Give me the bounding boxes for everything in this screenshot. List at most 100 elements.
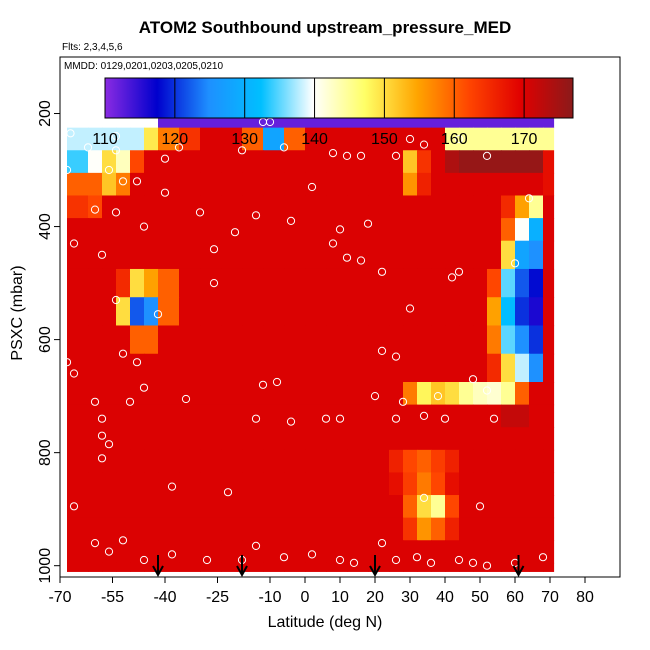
heatmap-cell <box>221 404 243 428</box>
sample-point <box>391 555 401 565</box>
heatmap-cell <box>305 427 327 451</box>
heatmap-cell <box>529 449 544 474</box>
heatmap-cell <box>487 449 502 474</box>
heatmap-cell <box>501 150 516 174</box>
colorbar-tick-label: 150 <box>371 131 398 148</box>
heatmap-cell <box>158 562 180 572</box>
heatmap-cell <box>144 517 159 541</box>
heatmap-cell <box>144 172 159 197</box>
heatmap-cell <box>116 325 131 355</box>
heatmap-cell <box>116 218 131 242</box>
heatmap-cell <box>487 495 502 519</box>
heatmap-cell <box>221 472 243 496</box>
heatmap-cell <box>417 195 432 219</box>
heatmap-cell <box>487 562 502 572</box>
heatmap-cell <box>221 268 243 298</box>
heatmap-cell <box>102 404 117 428</box>
heatmap-cell <box>403 517 418 541</box>
sample-point <box>111 295 121 305</box>
sample-point <box>335 225 345 234</box>
heatmap-cell <box>487 240 502 270</box>
heatmap-cell <box>305 172 327 197</box>
heatmap-cell <box>67 427 89 451</box>
heatmap-cell <box>116 449 131 474</box>
heatmap-cell <box>368 495 390 519</box>
heatmap-cell <box>368 268 390 298</box>
heatmap-cell <box>529 218 544 242</box>
heatmap-cell <box>116 427 131 451</box>
heatmap-cell <box>501 427 516 451</box>
heatmap-cell <box>326 127 348 151</box>
heatmap-cell <box>130 195 145 219</box>
heatmap-cell <box>179 297 201 327</box>
heatmap-cell <box>543 427 555 451</box>
x-tick-label: -10 <box>258 589 281 606</box>
sample-point <box>62 165 72 175</box>
heatmap-cell <box>326 195 348 219</box>
heatmap-cell <box>459 495 474 519</box>
heatmap-cell <box>417 218 432 242</box>
heatmap-cell <box>116 382 131 406</box>
heatmap-cell <box>116 404 131 428</box>
heatmap-cell <box>473 297 488 327</box>
sample-point <box>118 177 128 186</box>
heatmap-cell <box>116 268 131 298</box>
heatmap-cell <box>242 268 264 298</box>
heatmap-cell <box>284 150 306 174</box>
heatmap-cell <box>305 195 327 219</box>
heatmap-cell <box>130 150 145 174</box>
sample-point <box>209 279 219 288</box>
heatmap-cell <box>417 240 432 270</box>
x-tick-label: 40 <box>436 589 454 606</box>
heatmap-cell <box>116 517 131 541</box>
heatmap-cell <box>326 562 348 572</box>
heatmap-cell <box>102 325 117 355</box>
heatmap-cell <box>158 449 180 474</box>
heatmap-cell <box>88 540 103 564</box>
heatmap-cell <box>200 427 222 451</box>
heatmap-cell <box>284 268 306 298</box>
heatmap-cell <box>389 427 404 451</box>
sample-point <box>104 440 114 449</box>
heatmap-cell <box>445 325 460 355</box>
sample-point <box>307 550 317 559</box>
heatmap-cell <box>543 449 555 474</box>
heatmap-cell <box>284 325 306 355</box>
heatmap-cell <box>200 325 222 355</box>
sample-point <box>419 140 429 149</box>
heatmap-cell <box>116 150 131 174</box>
heatmap-cell <box>515 517 530 541</box>
sample-point <box>118 349 128 358</box>
heatmap-cell <box>431 218 446 242</box>
heatmap-cell <box>242 495 264 519</box>
heatmap-cell <box>221 517 243 541</box>
heatmap-cell <box>403 540 418 564</box>
heatmap-cell <box>417 517 432 541</box>
heatmap-cell <box>144 325 159 355</box>
heatmap-cell <box>473 127 488 151</box>
heatmap-cell <box>158 382 180 406</box>
heatmap-cell <box>130 404 145 428</box>
heatmap-cell <box>417 472 432 496</box>
heatmap-cell <box>305 240 327 270</box>
heatmap-cell <box>326 449 348 474</box>
heatmap-cell <box>445 172 460 197</box>
heatmap-cell <box>473 150 488 174</box>
heatmap-cell <box>347 150 369 174</box>
heatmap-cell <box>326 382 348 406</box>
heatmap-cell <box>543 325 555 355</box>
sample-point <box>335 414 345 423</box>
heatmap-cell <box>459 517 474 541</box>
heatmap-cell <box>431 195 446 219</box>
heatmap-cell <box>347 325 369 355</box>
heatmap-cell <box>305 540 327 564</box>
heatmap-cell <box>368 172 390 197</box>
heatmap-cell <box>221 325 243 355</box>
heatmap-cell <box>403 195 418 219</box>
heatmap-cell <box>459 472 474 496</box>
sample-point <box>279 553 289 562</box>
sample-point <box>139 222 149 231</box>
heatmap-cell <box>221 150 243 174</box>
sample-point <box>153 310 163 319</box>
